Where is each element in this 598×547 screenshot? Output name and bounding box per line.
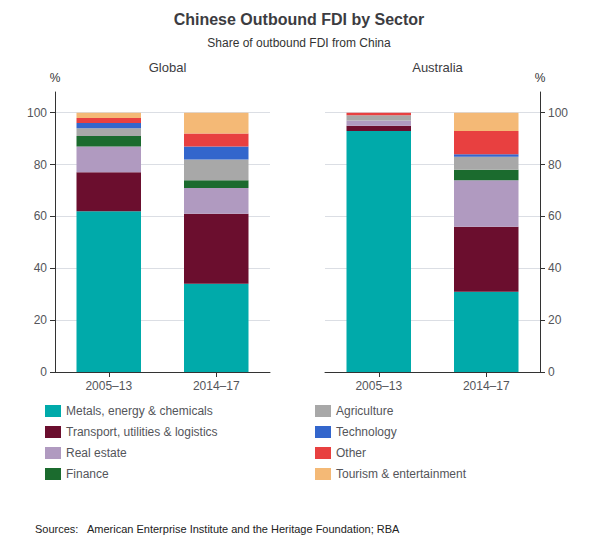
svg-text:Technology: Technology <box>336 425 397 439</box>
svg-text:2014–17: 2014–17 <box>463 379 510 393</box>
svg-text:2005–13: 2005–13 <box>85 379 132 393</box>
svg-text:40: 40 <box>34 261 48 275</box>
svg-text:Share of outbound FDI from Chi: Share of outbound FDI from China <box>207 36 391 50</box>
svg-text:20: 20 <box>34 313 48 327</box>
svg-text:Transport, utilities & logisti: Transport, utilities & logistics <box>66 425 218 439</box>
svg-text:Global: Global <box>149 60 187 75</box>
svg-text:Metals, energy & chemicals: Metals, energy & chemicals <box>66 404 213 418</box>
svg-text:100: 100 <box>27 106 47 120</box>
svg-text:40: 40 <box>548 261 562 275</box>
svg-text:2014–17: 2014–17 <box>193 379 240 393</box>
svg-text:Other: Other <box>336 446 366 460</box>
svg-text:Chinese Outbound FDI by Sector: Chinese Outbound FDI by Sector <box>174 11 425 28</box>
svg-text:Finance: Finance <box>66 467 109 481</box>
svg-text:80: 80 <box>34 158 48 172</box>
svg-text:%: % <box>50 71 61 85</box>
svg-text:Sources: American Enterprise: Sources: American Enterprise Institute a… <box>35 523 400 535</box>
svg-text:Tourism & entertainment: Tourism & entertainment <box>336 467 467 481</box>
svg-text:Agriculture: Agriculture <box>336 404 394 418</box>
svg-text:0: 0 <box>548 365 555 379</box>
svg-text:60: 60 <box>34 209 48 223</box>
svg-text:100: 100 <box>548 106 568 120</box>
svg-text:%: % <box>535 71 546 85</box>
svg-text:0: 0 <box>40 365 47 379</box>
svg-text:Australia: Australia <box>412 60 463 75</box>
svg-text:60: 60 <box>548 209 562 223</box>
svg-text:2005–13: 2005–13 <box>355 379 402 393</box>
svg-text:20: 20 <box>548 313 562 327</box>
svg-text:Real estate: Real estate <box>66 446 127 460</box>
svg-text:80: 80 <box>548 158 562 172</box>
